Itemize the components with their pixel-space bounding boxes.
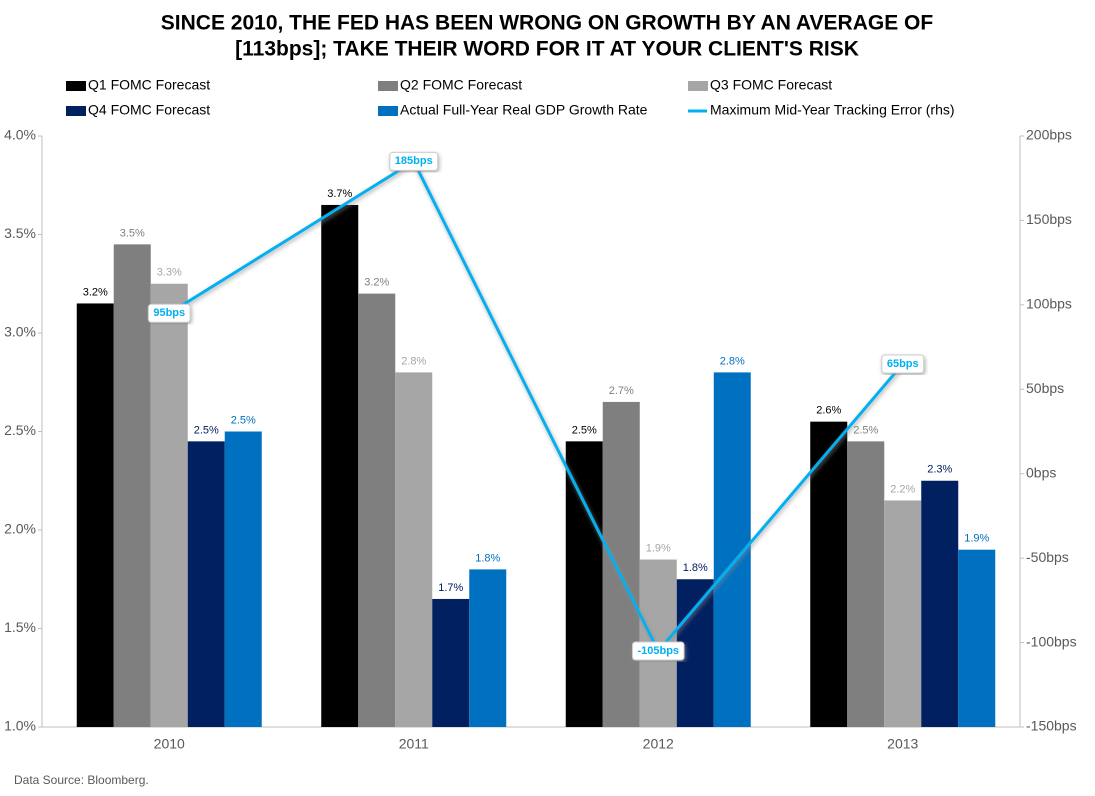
y-tick-label: 1.0% — [4, 718, 36, 734]
y2-tick-label: -50bps — [1026, 549, 1069, 565]
bar-value-label: 1.7% — [438, 582, 463, 594]
bar-value-label: 3.5% — [120, 227, 145, 239]
x-tick-label: 2012 — [643, 736, 674, 752]
y2-tick-label: 200bps — [1026, 127, 1072, 143]
legend-label: Q3 FOMC Forecast — [710, 77, 832, 93]
y2-tick-label: -100bps — [1026, 633, 1077, 649]
bar — [921, 480, 959, 727]
legend-swatch — [378, 106, 398, 116]
line-label-box — [389, 151, 439, 171]
bar-value-label: 2.8% — [720, 355, 745, 367]
line-label-box — [147, 303, 191, 323]
legend-swatch — [66, 106, 86, 116]
y-tick-label: 3.5% — [4, 225, 36, 241]
bar-value-label: 2.5% — [853, 424, 878, 436]
bar — [187, 441, 225, 727]
bar — [321, 204, 359, 727]
legend-label: Q2 FOMC Forecast — [400, 77, 522, 93]
line-label-box — [631, 641, 685, 661]
line-label-box — [881, 354, 925, 374]
bar-value-label: 2.5% — [231, 414, 256, 426]
bar-value-label: 3.7% — [327, 188, 352, 200]
y2-tick-label: 100bps — [1026, 296, 1072, 312]
y2-tick-label: 50bps — [1026, 380, 1064, 396]
bar — [469, 569, 507, 727]
bar-value-label: 3.2% — [83, 286, 108, 298]
bar — [358, 293, 396, 727]
line-value-label: -105bps — [637, 645, 679, 657]
legend-swatch — [66, 81, 86, 91]
y2-tick-label: 0bps — [1026, 464, 1056, 480]
bar-value-label: 3.3% — [157, 267, 182, 279]
bar-value-label: 2.8% — [401, 355, 426, 367]
bar-value-label: 1.8% — [475, 552, 500, 564]
bar-value-label: 3.2% — [364, 277, 389, 289]
source-note: Data Source: Bloomberg. — [14, 773, 149, 787]
legend-label: Q4 FOMC Forecast — [88, 102, 210, 118]
bar-value-label: 2.5% — [572, 424, 597, 436]
bar-value-label: 1.9% — [646, 542, 671, 554]
bar — [113, 244, 151, 727]
bar — [565, 441, 603, 727]
bar-value-label: 1.8% — [683, 562, 708, 574]
bar — [958, 549, 996, 727]
bar — [884, 500, 922, 727]
y-tick-label: 1.5% — [4, 619, 36, 635]
x-tick-label: 2011 — [399, 736, 429, 752]
bar — [150, 283, 188, 727]
chart-title: [113bps]; TAKE THEIR WORD FOR IT AT YOUR… — [235, 38, 859, 61]
legend-label: Actual Full-Year Real GDP Growth Rate — [400, 102, 648, 118]
bar-value-label: 2.6% — [816, 405, 841, 417]
bar — [432, 598, 470, 727]
bar — [395, 372, 433, 727]
y-tick-label: 2.0% — [4, 521, 36, 537]
bar — [224, 431, 262, 727]
y2-tick-label: 150bps — [1026, 211, 1072, 227]
bar-value-label: 2.2% — [890, 483, 915, 495]
x-tick-label: 2013 — [887, 736, 918, 752]
y-tick-label: 2.5% — [4, 422, 36, 438]
bar-value-label: 2.5% — [194, 424, 219, 436]
bar-value-label: 2.7% — [609, 385, 634, 397]
line — [168, 159, 904, 654]
line-value-label: 65bps — [887, 358, 919, 370]
bar — [602, 401, 640, 727]
bar-value-label: 1.9% — [964, 533, 989, 545]
y-tick-label: 3.0% — [4, 324, 36, 340]
legend-label: Maximum Mid-Year Tracking Error (rhs) — [710, 102, 955, 118]
line-value-label: 185bps — [395, 155, 433, 167]
y2-tick-label: -150bps — [1026, 718, 1077, 734]
bar — [76, 303, 114, 727]
legend-label: Q1 FOMC Forecast — [88, 77, 210, 93]
line-value-label: 95bps — [153, 307, 185, 319]
y-tick-label: 4.0% — [4, 127, 36, 143]
bar — [810, 421, 848, 727]
legend-swatch — [378, 81, 398, 91]
bar-value-label: 2.3% — [927, 464, 952, 476]
bar — [847, 441, 885, 727]
legend-swatch — [688, 81, 708, 91]
chart-title: SINCE 2010, THE FED HAS BEEN WRONG ON GR… — [161, 12, 934, 35]
x-tick-label: 2010 — [154, 736, 185, 752]
